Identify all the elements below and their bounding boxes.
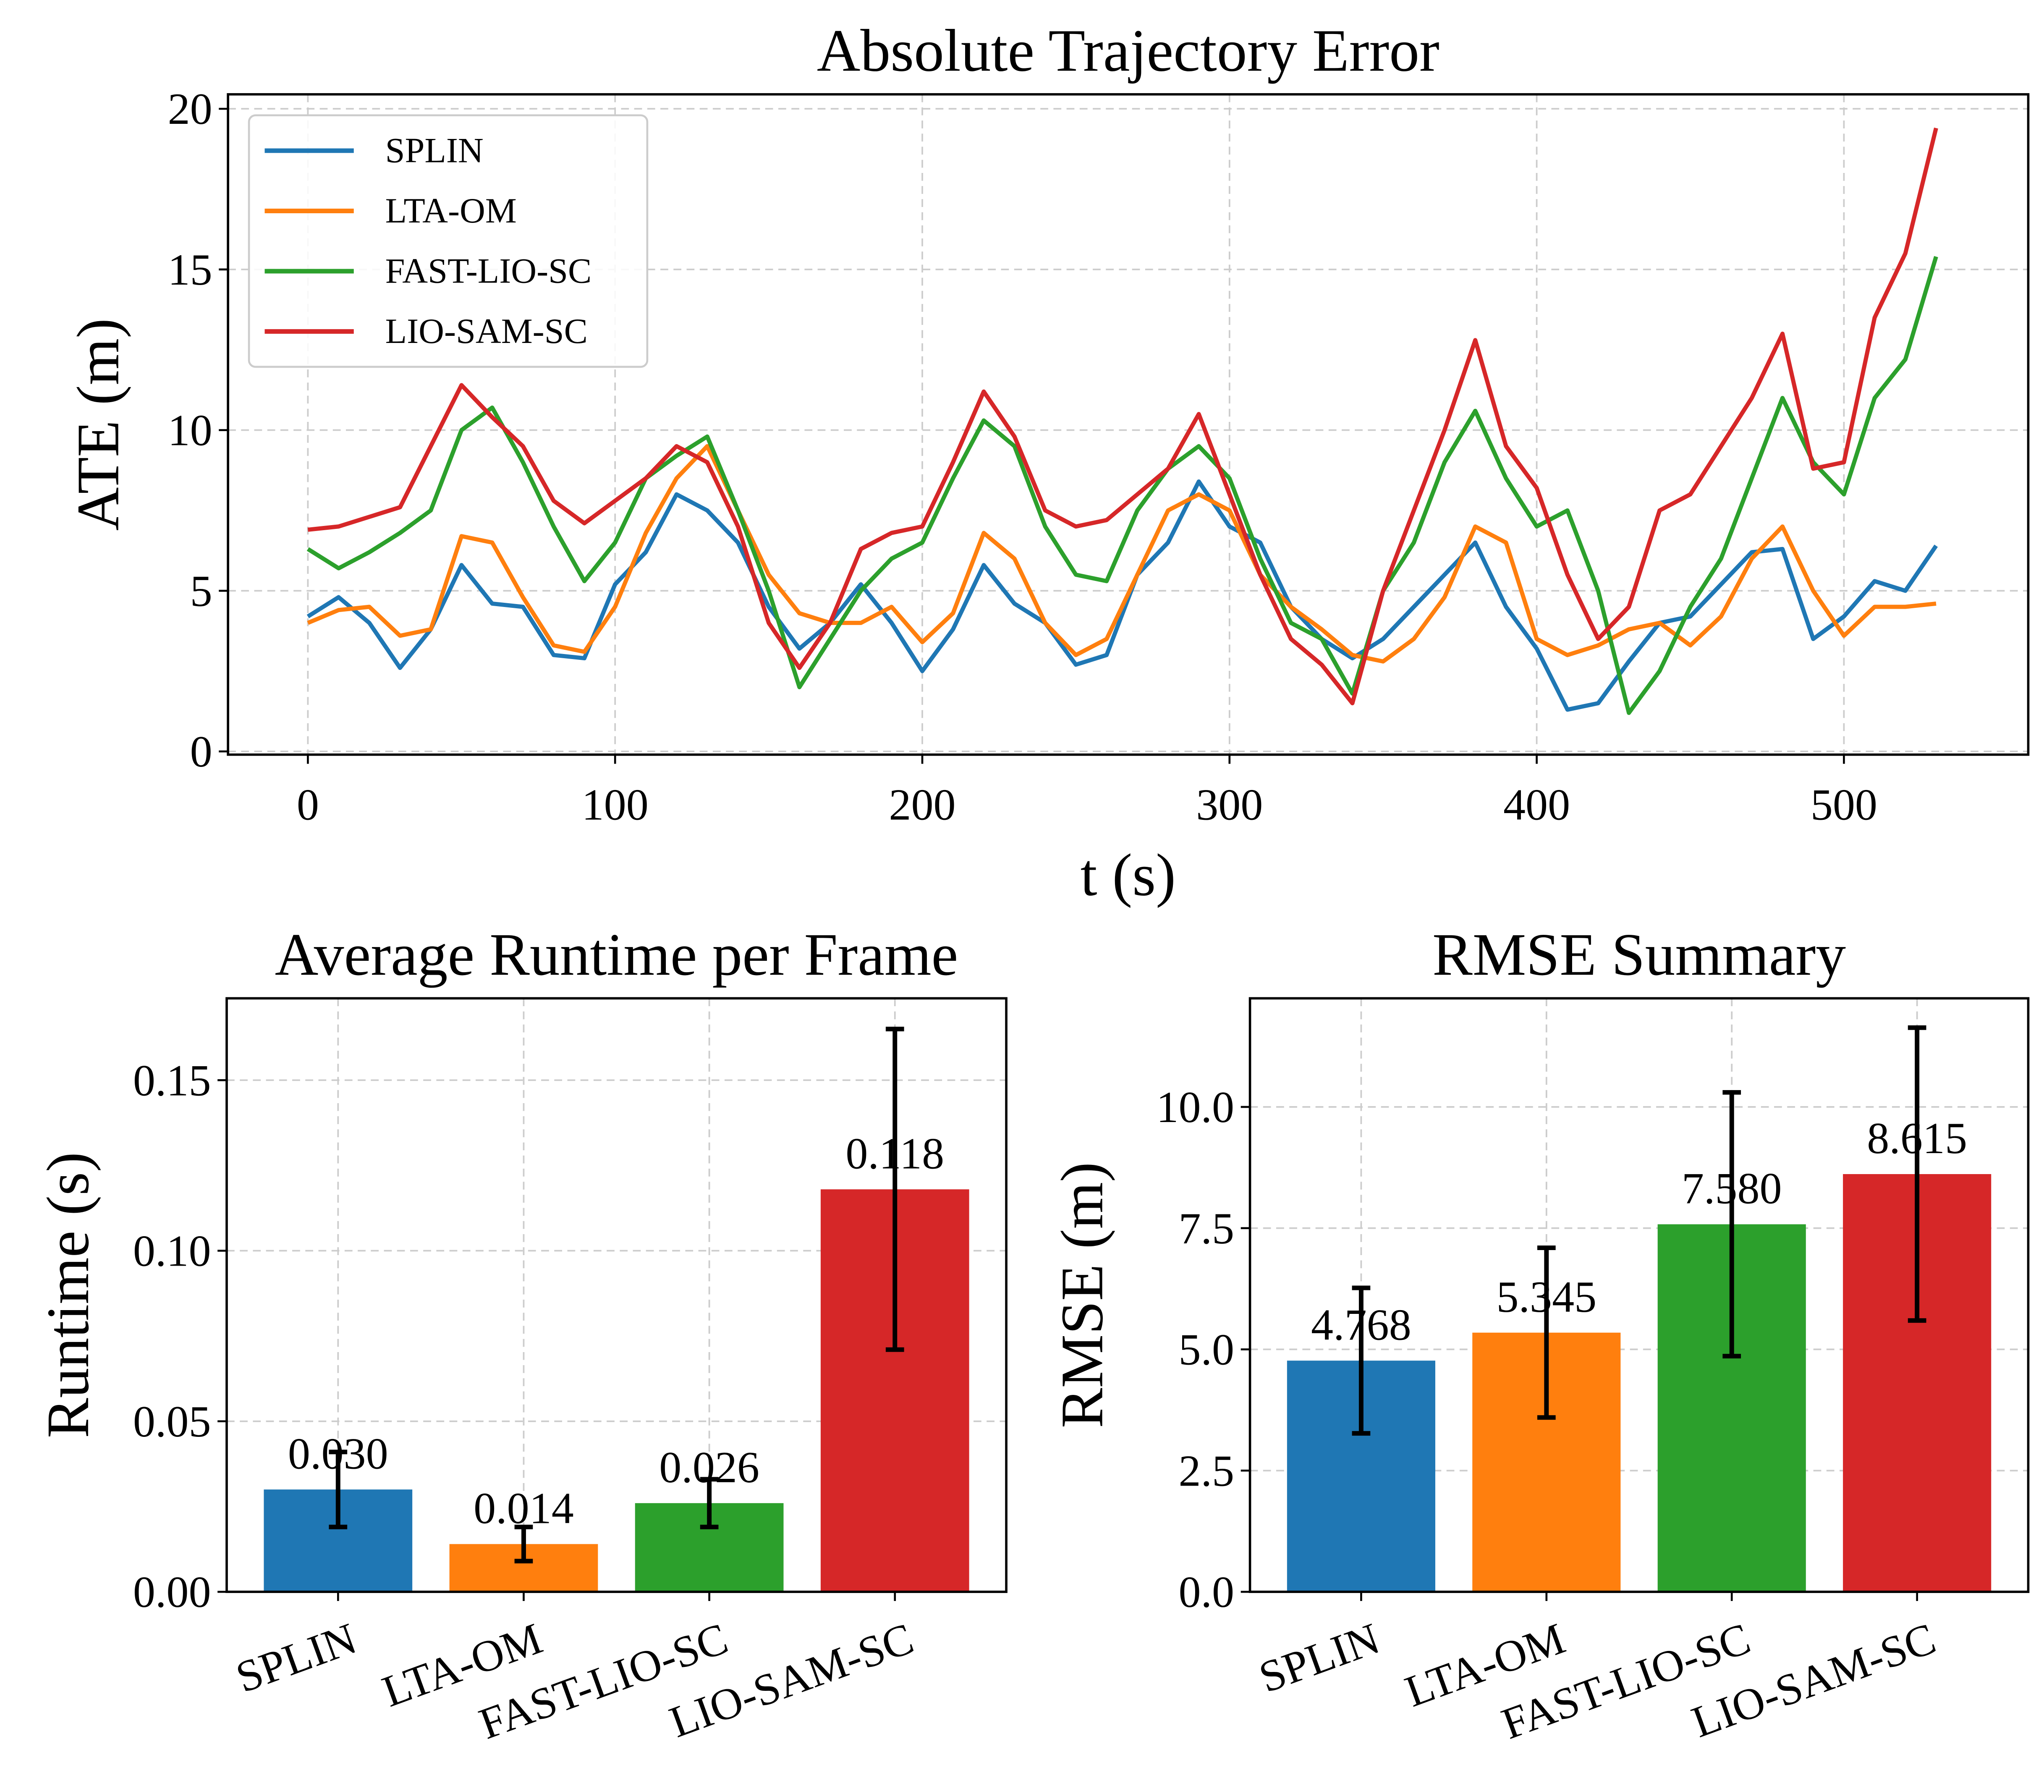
x-tick-label: 100: [582, 780, 649, 829]
error-bar: [1908, 1025, 1926, 1323]
y-tick-label: 0.15: [133, 1055, 211, 1105]
line-series: [307, 127, 1938, 706]
x-tick-label: 200: [889, 780, 955, 829]
line-series: [307, 444, 1937, 664]
y-tick-label: 0: [190, 727, 212, 776]
legend-label: LTA-OM: [385, 191, 517, 230]
legend-label: FAST-LIO-SC: [385, 252, 592, 291]
x-tick-label: 0: [297, 780, 319, 829]
y-axis-label: ATE (m): [65, 318, 132, 531]
legend-label: LIO-SAM-SC: [385, 312, 588, 351]
axes-frame: [227, 93, 2030, 756]
error-bar: [514, 1525, 533, 1564]
y-tick-label: 0.0: [1178, 1567, 1234, 1617]
error-bar: [700, 1477, 719, 1530]
legend-label: SPLIN: [385, 131, 484, 170]
y-tick-label: 0.00: [133, 1567, 211, 1617]
line-series: [306, 479, 1938, 712]
x-tick-label: 300: [1196, 780, 1263, 829]
error-bar: [1722, 1090, 1741, 1359]
axes-frame: [1248, 997, 2030, 1593]
x-tick-label: 400: [1503, 780, 1570, 829]
y-tick-label: 5: [190, 566, 212, 615]
y-axis-label: Runtime (s): [35, 1152, 102, 1438]
x-axis-label: t (s): [1081, 842, 1176, 908]
legend-box: [248, 114, 649, 368]
y-tick-label: 20: [168, 84, 212, 133]
chart-title: Absolute Trajectory Error: [817, 18, 1439, 84]
error-bar: [1352, 1285, 1371, 1436]
y-tick-label: 5.0: [1178, 1325, 1234, 1374]
chart-title: Average Runtime per Frame: [275, 921, 958, 988]
error-bar: [1537, 1245, 1556, 1420]
y-tick-label: 7.5: [1178, 1203, 1234, 1253]
y-tick-label: 10: [168, 405, 212, 455]
y-tick-label: 10.0: [1156, 1082, 1234, 1132]
y-tick-label: 15: [168, 245, 212, 294]
chart-title: RMSE Summary: [1432, 921, 1846, 988]
y-tick-label: 0.05: [133, 1397, 211, 1446]
error-bar: [329, 1449, 348, 1530]
legend: SPLIN LTA-OM FAST-LIO-SC LIO-SAM-SC: [248, 114, 649, 368]
y-tick-label: 2.5: [1178, 1446, 1234, 1495]
value-label: 0.014: [474, 1483, 574, 1533]
line-series: [306, 256, 1938, 715]
y-axis-label: RMSE (m): [1049, 1162, 1116, 1428]
axes-frame: [225, 997, 1008, 1593]
x-tick-label: 500: [1811, 780, 1877, 829]
y-tick-label: 0.10: [133, 1226, 211, 1276]
error-bar: [885, 1026, 904, 1352]
